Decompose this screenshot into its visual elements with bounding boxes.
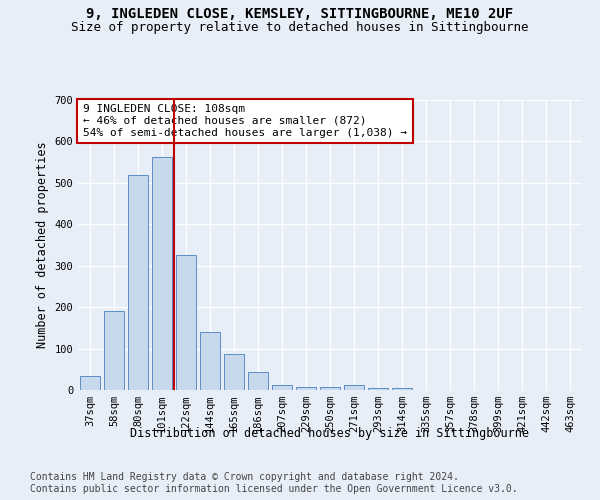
Text: Distribution of detached houses by size in Sittingbourne: Distribution of detached houses by size … (131, 428, 530, 440)
Bar (152, 157, 172, 390)
Bar (200, 332, 220, 390)
Bar (176, 254, 196, 390)
Text: 9, INGLEDEN CLOSE, KEMSLEY, SITTINGBOURNE, ME10 2UF: 9, INGLEDEN CLOSE, KEMSLEY, SITTINGBOURN… (86, 8, 514, 22)
Bar (272, 384, 292, 390)
Bar (368, 388, 388, 390)
Bar (344, 386, 364, 390)
Text: 9 INGLEDEN CLOSE: 108sqm
← 46% of detached houses are smaller (872)
54% of semi-: 9 INGLEDEN CLOSE: 108sqm ← 46% of detach… (83, 104, 407, 138)
Y-axis label: Number of detached properties: Number of detached properties (36, 142, 49, 348)
Text: Contains HM Land Registry data © Crown copyright and database right 2024.: Contains HM Land Registry data © Crown c… (30, 472, 459, 482)
Bar (104, 312, 124, 390)
Bar (248, 372, 268, 390)
Text: Contains public sector information licensed under the Open Government Licence v3: Contains public sector information licen… (30, 484, 518, 494)
Text: Size of property relative to detached houses in Sittingbourne: Size of property relative to detached ho… (71, 21, 529, 34)
Bar (224, 354, 244, 390)
Bar (392, 388, 412, 390)
Bar (80, 376, 100, 390)
Bar (128, 176, 148, 390)
Bar (320, 386, 340, 390)
Bar (296, 386, 316, 390)
